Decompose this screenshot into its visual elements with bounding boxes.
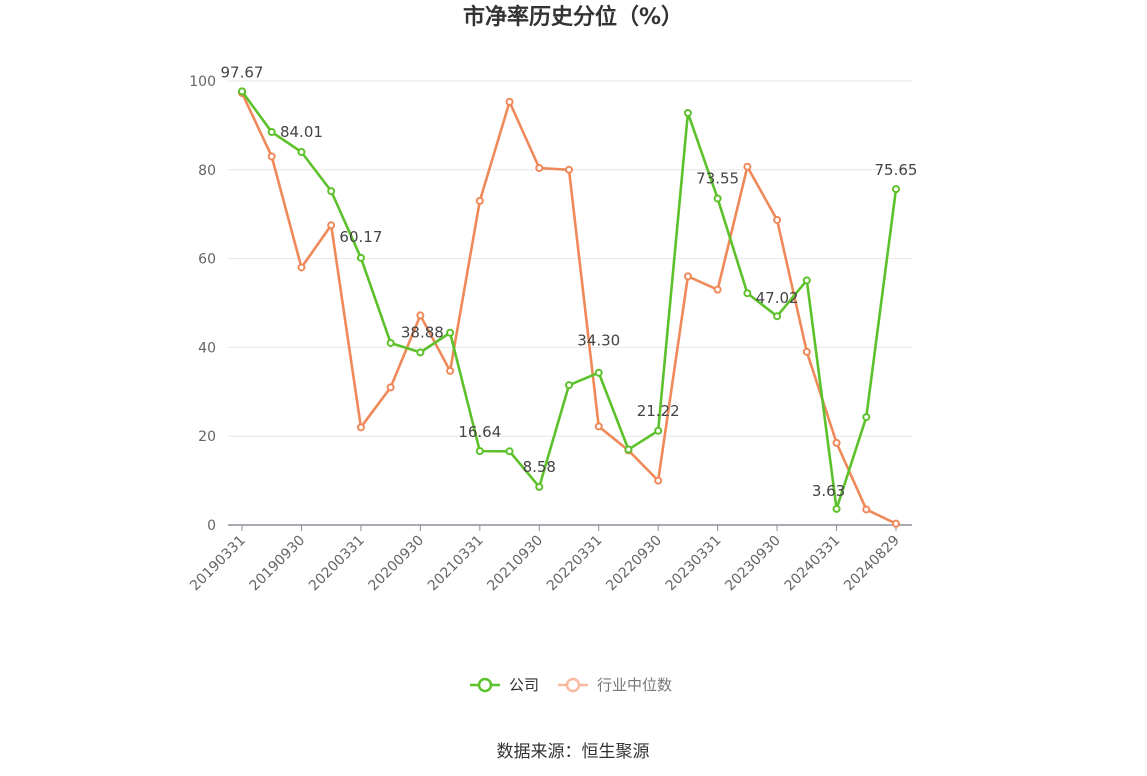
data-label: 75.65 <box>875 161 918 179</box>
x-tick-label: 20240331 <box>782 533 844 595</box>
data-point <box>446 328 455 337</box>
data-point <box>297 147 306 156</box>
data-point <box>446 366 455 375</box>
y-axis: 0 20 40 60 80 100 <box>189 74 216 534</box>
data-label: 84.01 <box>280 123 323 141</box>
x-tick-label: 20190331 <box>187 533 249 595</box>
x-tick-label: 20220331 <box>544 533 606 595</box>
data-point <box>475 196 484 205</box>
series-group <box>238 87 900 528</box>
data-label: 34.30 <box>577 332 620 350</box>
legend-item-1[interactable]: 行业中位数 <box>558 676 672 694</box>
data-point <box>683 272 692 281</box>
data-point <box>327 221 336 230</box>
data-point <box>624 445 633 454</box>
data-point <box>386 383 395 392</box>
series-line-1 <box>240 92 897 525</box>
data-point <box>565 381 573 390</box>
source-note: 数据来源：恒生聚源 <box>497 742 650 762</box>
data-point <box>654 426 663 435</box>
legend-marker <box>565 677 581 693</box>
data-point <box>565 165 573 174</box>
data-label: 38.88 <box>401 323 444 341</box>
data-point <box>683 108 692 117</box>
data-label: 73.55 <box>696 169 739 187</box>
data-point <box>773 312 782 321</box>
data-label: 21.22 <box>637 402 680 420</box>
x-tick-label: 20210930 <box>484 533 546 595</box>
data-point <box>594 368 603 377</box>
y-tick-label: 20 <box>198 429 216 445</box>
data-point <box>238 87 246 96</box>
y-tick-label: 80 <box>198 163 216 179</box>
x-tick-label: 20220930 <box>603 533 665 595</box>
data-point <box>832 438 841 447</box>
x-axis: 2019033120190930202003312020093020210331… <box>187 524 912 595</box>
data-point <box>267 152 276 161</box>
x-tick-label: 20230930 <box>722 533 784 595</box>
data-point <box>356 423 365 432</box>
data-point <box>297 263 306 272</box>
data-label: 3.63 <box>812 482 845 500</box>
data-point <box>535 482 544 491</box>
legend-label: 公司 <box>509 676 539 694</box>
data-label: 16.64 <box>458 423 501 441</box>
x-tick-label: 20190930 <box>247 533 309 595</box>
data-point <box>713 194 722 203</box>
x-tick-label: 20200930 <box>365 533 427 595</box>
y-tick-label: 40 <box>198 340 216 356</box>
data-point <box>892 185 900 194</box>
y-tick-label: 100 <box>189 74 216 90</box>
x-tick-label: 20210331 <box>425 533 487 595</box>
y-tick-label: 60 <box>198 252 216 268</box>
data-point <box>356 253 365 262</box>
x-tick-label: 20230331 <box>663 533 725 595</box>
data-point <box>802 347 811 356</box>
data-point <box>416 311 425 320</box>
data-point <box>743 289 752 298</box>
data-point <box>862 413 871 422</box>
data-point <box>892 519 900 528</box>
data-point <box>773 215 782 224</box>
data-point <box>327 187 336 196</box>
grid-lines <box>228 80 912 437</box>
data-point <box>594 422 603 431</box>
data-label: 8.58 <box>523 458 556 476</box>
chart-title: 市净率历史分位（%） <box>463 4 683 30</box>
data-label: 97.67 <box>221 63 264 81</box>
data-point <box>862 505 871 514</box>
legend-marker <box>477 677 493 693</box>
data-point <box>505 447 514 456</box>
data-point <box>267 128 276 137</box>
data-point <box>505 97 514 106</box>
data-label: 60.17 <box>339 228 382 246</box>
data-point <box>535 164 544 173</box>
y-tick-label: 0 <box>207 518 216 534</box>
data-point <box>832 504 841 513</box>
x-tick-label: 20200331 <box>306 533 368 595</box>
legend-label: 行业中位数 <box>597 676 672 694</box>
data-point <box>713 285 722 294</box>
data-point <box>654 476 663 485</box>
data-point <box>475 447 484 456</box>
x-tick-label: 20240829 <box>841 533 903 595</box>
legend[interactable]: 公司 行业中位数 <box>470 676 672 694</box>
data-point <box>743 162 752 171</box>
data-label: 47.02 <box>756 289 799 307</box>
data-point <box>802 276 811 285</box>
legend-item-0[interactable]: 公司 <box>470 676 539 694</box>
data-labels: 97.67 84.01 60.17 38.88 16.64 8.58 34.30 21.22 7… <box>221 63 918 500</box>
data-point <box>386 338 395 347</box>
data-point <box>416 348 425 357</box>
